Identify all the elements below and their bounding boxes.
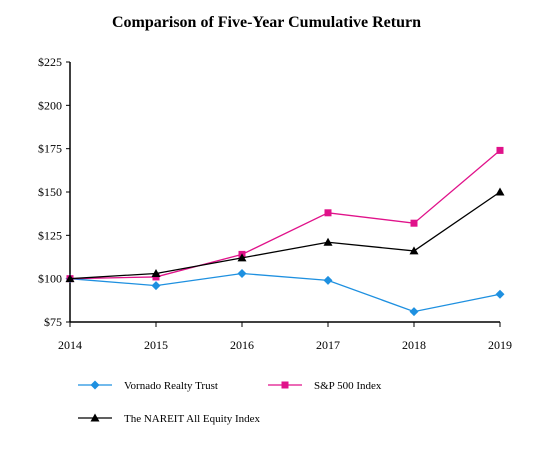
data-point-1-3 (324, 209, 332, 217)
legend-label-2: The NAREIT All Equity Index (124, 413, 261, 425)
series-line-0 (69, 272, 501, 313)
y-tick-label: $200 (38, 98, 62, 112)
y-tick-label: $75 (44, 315, 62, 329)
data-point-2-2 (237, 253, 247, 262)
series-line-1 (69, 149, 501, 280)
data-point-0-4 (409, 307, 419, 317)
series-line-2 (69, 191, 501, 280)
y-tick-label: $125 (38, 228, 62, 242)
data-point-2-0 (65, 274, 75, 283)
data-point-0-2 (237, 268, 247, 278)
data-point-0-1 (151, 281, 161, 291)
data-point-0-5 (495, 289, 505, 299)
legend-label-1: S&P 500 Index (314, 380, 382, 392)
legend-marker-2 (90, 413, 100, 422)
y-tick-label: $175 (38, 142, 62, 156)
x-tick-label: 2017 (316, 338, 340, 352)
data-point-0-3 (323, 275, 333, 285)
x-tick-label: 2015 (144, 338, 168, 352)
chart-title: Comparison of Five-Year Cumulative Retur… (111, 14, 421, 31)
x-tick-label: 2016 (230, 338, 254, 352)
y-tick-label: $100 (38, 272, 62, 286)
data-point-1-5 (496, 146, 504, 154)
x-tick-label: 2019 (488, 338, 512, 352)
y-tick-label: $225 (38, 55, 62, 69)
legend-label-0: Vornado Realty Trust (124, 380, 218, 392)
data-point-2-4 (409, 246, 419, 255)
data-point-2-5 (495, 187, 505, 196)
legend-marker-0 (90, 380, 100, 390)
data-point-2-1 (151, 268, 161, 277)
y-tick-label: $150 (38, 185, 62, 199)
legend-marker-1 (281, 381, 289, 389)
data-point-1-4 (410, 219, 418, 227)
x-tick-label: 2014 (58, 338, 82, 352)
data-point-2-3 (323, 237, 333, 246)
x-tick-label: 2018 (402, 338, 426, 352)
